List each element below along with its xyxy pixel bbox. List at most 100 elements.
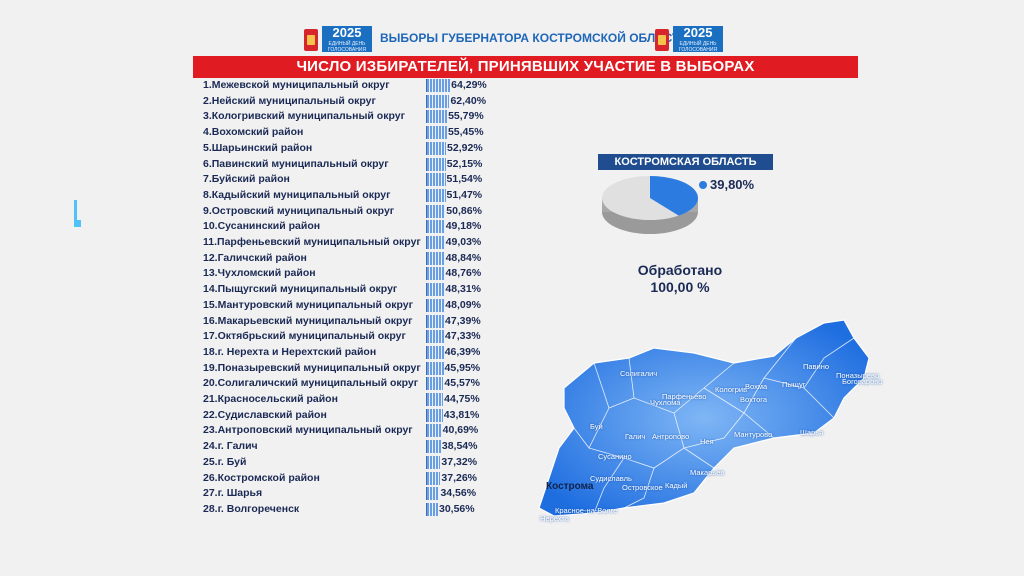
bar: [426, 424, 442, 438]
bar-category-label: 4.Вохомский район: [203, 126, 304, 139]
turnout-bar-chart: 1.Межевской муниципальный округ 64,29% 2.Н…: [198, 78, 508, 518]
bar-value-label: 62,40%: [450, 94, 487, 107]
chart-title: ЧИСЛО ИЗБИРАТЕЛЕЙ, ПРИНЯВШИХ УЧАСТИЕ В В…: [193, 56, 858, 78]
bar: [426, 361, 444, 375]
bar-category-label: 8.Кадыйский муниципальный округ: [203, 188, 391, 201]
bar-category-label: 18.г. Нерехта и Нерехтский район: [203, 345, 377, 358]
bar-category-label: 9.Островский муниципальный округ: [203, 204, 395, 217]
bar-category-label: 2.Нейский муниципальный округ: [203, 94, 376, 107]
bar-category-label: 23.Антроповский муниципальный округ: [203, 424, 413, 437]
bar: [426, 283, 445, 297]
bar-category-label: 10.Сусанинский район: [203, 220, 321, 233]
bar: [426, 79, 451, 92]
table-row: 1.Межевской муниципальный округ 64,29%: [198, 78, 508, 93]
bar-category-label: 11.Парфеньевский муниципальный округ: [203, 236, 421, 248]
bar: [426, 330, 445, 344]
table-row: 6.Павинский муниципальный округ 52,15%: [198, 157, 508, 172]
map-label: Нея: [700, 437, 714, 446]
bar-category-label: 16.Макарьевский муниципальный округ: [203, 314, 413, 327]
bar-value-label: 48,09%: [445, 298, 481, 311]
bar: [426, 173, 446, 187]
table-row: 10.Сусанинский район 49,18%: [198, 219, 508, 234]
table-row: 23.Антроповский муниципальный округ 40,69…: [198, 423, 508, 438]
table-row: 12.Галичский район 48,84%: [198, 251, 508, 266]
table-row: 24.г. Галич 38,54%: [198, 439, 508, 454]
map-label: Буй: [590, 422, 603, 431]
map-label: Сусанино: [598, 452, 632, 461]
bar-value-label: 48,76%: [445, 267, 482, 280]
bar-category-label: 28.г. Волгореченск: [203, 502, 300, 515]
bar-category-label: 19.Поназыревский муниципальный округ: [203, 361, 421, 374]
bar: [426, 408, 443, 422]
bar-value-label: 52,15%: [446, 157, 483, 170]
page-title: ВЫБОРЫ ГУБЕРНАТОРА КОСТРОМСКОЙ ОБЛАСТИ: [380, 31, 688, 45]
bar: [426, 267, 445, 281]
map-region-outline: [538, 319, 870, 517]
bar-category-label: 27.г. Шарья: [203, 487, 263, 500]
logo-subtitle: ЕДИНЫЙ ДЕНЬ ГОЛОСОВАНИЯ: [327, 41, 367, 53]
bar-value-label: 47,33%: [445, 330, 481, 343]
bar-category-label: 14.Пыщугский муниципальный округ: [203, 283, 398, 296]
table-row: 18.г. Нерехта и Нерехтский район 46,39%: [198, 345, 508, 360]
table-row: 26.Костромской район 37,26%: [198, 471, 508, 486]
decorative-mark: [72, 200, 82, 228]
table-row: 28.г. Волгореченск 30,56%: [198, 502, 508, 517]
bar-value-label: 45,57%: [444, 377, 481, 390]
bar-value-label: 48,31%: [445, 283, 482, 296]
bar: [426, 141, 447, 155]
map-label: Парфеньево: [662, 392, 707, 401]
map-label: Пыщуг: [782, 380, 806, 389]
bar-value-label: 47,39%: [445, 314, 481, 327]
bar: [426, 440, 441, 454]
table-row: 5.Шарьинский район 52,92%: [198, 141, 508, 156]
table-row: 9.Островский муниципальный округ 50,86%: [198, 204, 508, 219]
table-row: 2.Нейский муниципальный округ 62,40%: [198, 94, 508, 109]
bar-category-label: 6.Павинский муниципальный округ: [203, 157, 389, 170]
bar-value-label: 43,81%: [443, 408, 480, 421]
map-label: Павино: [803, 362, 830, 371]
bar-category-label: 7.Буйский район: [203, 173, 290, 186]
bar-value-label: 52,92%: [447, 141, 483, 154]
bar-value-label: 38,54%: [441, 440, 478, 453]
bar-category-label: 12.Галичский район: [203, 251, 307, 264]
map-label: Шарья: [800, 428, 824, 437]
bar-value-label: 45,95%: [444, 361, 481, 374]
bar: [426, 455, 441, 469]
bar-category-label: 5.Шарьинский район: [203, 141, 313, 154]
table-row: 8.Кадыйский муниципальный округ 51,47%: [198, 188, 508, 203]
bar-value-label: 30,56%: [439, 502, 475, 515]
map-label: Кадый: [665, 481, 688, 490]
bar-category-label: 24.г. Галич: [203, 440, 258, 453]
bar-category-label: 17.Октябрьский муниципальный округ: [203, 330, 406, 343]
pie-turnout-slice: [650, 176, 698, 216]
table-row: 22.Судиславский район 43,81%: [198, 408, 508, 423]
bar-category-label: 20.Солигаличский муниципальный округ: [203, 377, 419, 390]
map-label: Нерехта: [540, 514, 569, 523]
bar: [426, 220, 445, 234]
region-name: КОСТРОМСКАЯ ОБЛАСТЬ: [598, 154, 773, 170]
election-logo-right: 2025 ЕДИНЫЙ ДЕНЬ ГОЛОСОВАНИЯ: [655, 26, 725, 53]
bar-category-label: 25.г. Буй: [203, 455, 247, 468]
bar: [426, 110, 448, 124]
bar-category-label: 15.Мантуровский муниципальный округ: [203, 298, 414, 311]
bar: [426, 502, 438, 516]
bar-value-label: 46,39%: [444, 345, 481, 358]
table-row: 14.Пыщугский муниципальный округ 48,31%: [198, 282, 508, 297]
bar-value-label: 55,45%: [447, 126, 484, 139]
map-label: Боговарово: [842, 377, 883, 386]
bar: [426, 94, 450, 108]
bar-value-label: 50,86%: [446, 204, 482, 217]
map-label: Галич: [625, 432, 646, 441]
bar-value-label: 49,03%: [445, 236, 482, 248]
election-logo-left: 2025 ЕДИНЫЙ ДЕНЬ ГОЛОСОВАНИЯ: [304, 26, 374, 53]
bar-category-label: 22.Судиславский район: [203, 408, 327, 421]
bar-value-label: 37,26%: [441, 471, 478, 484]
pie-legend-dot: [699, 181, 707, 189]
logo-year: 2025: [322, 26, 372, 52]
table-row: 13.Чухломский район 48,76%: [198, 266, 508, 281]
table-row: 15.Мантуровский муниципальный округ 48,09…: [198, 298, 508, 313]
map-label: Чухлома: [650, 398, 681, 407]
map-city-label: Кострома: [546, 481, 594, 492]
bar: [426, 188, 446, 202]
processed-label: Обработано: [637, 262, 723, 278]
